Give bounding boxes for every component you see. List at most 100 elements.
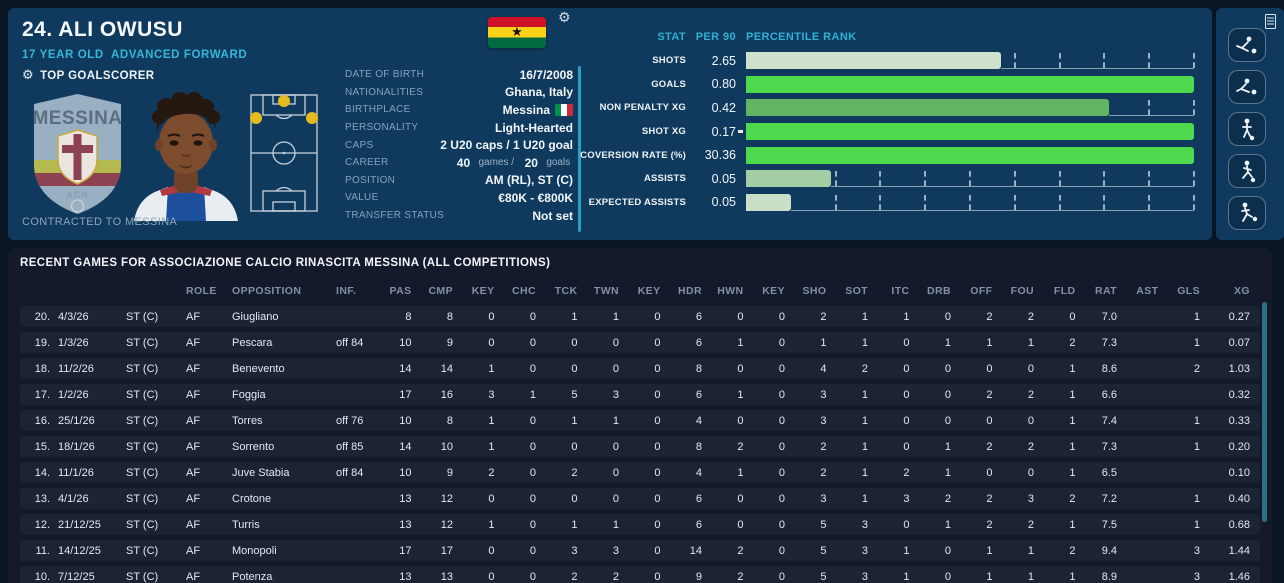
cell: 0 xyxy=(1027,362,1034,375)
column-header-sot[interactable]: SOT xyxy=(845,285,868,297)
cell: ST (C) xyxy=(126,518,159,531)
column-header-opposition[interactable]: OPPOSITION xyxy=(232,285,302,297)
position-dot-amr xyxy=(306,112,318,124)
column-header-hdr[interactable]: HDR xyxy=(678,285,702,297)
column-header-key[interactable]: KEY xyxy=(762,285,785,297)
stats-header-row: STAT PER 90 PERCENTILE RANK xyxy=(580,28,1194,46)
column-header-key[interactable]: KEY xyxy=(471,285,495,297)
cell: 2 xyxy=(986,310,993,323)
table-row[interactable]: 15. 18/1/26 ST (C) AF Sorrento off 85 14 10 1 0 0 0… xyxy=(20,436,1260,457)
cell: 12 xyxy=(440,492,453,505)
cell: 1 xyxy=(861,492,868,505)
column-header-pas[interactable]: PAS xyxy=(389,285,412,297)
cell: 1 xyxy=(1069,440,1076,453)
cell: 0 xyxy=(529,310,536,323)
cell: 11/1/26 xyxy=(58,466,94,479)
cell: 0 xyxy=(529,570,536,583)
percentile-column-header: PERCENTILE RANK xyxy=(746,31,857,43)
cell: 3 xyxy=(861,544,868,557)
stat-per90-value: 0.80 xyxy=(711,77,736,92)
column-header-xg[interactable]: XG xyxy=(1234,285,1250,297)
shooting-icon[interactable] xyxy=(1228,196,1266,230)
detail-row: CAPS 2 U20 caps / 1 U20 goal xyxy=(345,136,573,154)
cell: 2 xyxy=(986,388,993,401)
cell: 0 xyxy=(944,544,951,557)
cell: 3 xyxy=(820,492,827,505)
table-title: RECENT GAMES FOR ASSOCIAZIONE CALCIO RIN… xyxy=(20,257,551,269)
cell: 0 xyxy=(571,336,578,349)
tackle-icon[interactable] xyxy=(1228,70,1266,104)
table-row[interactable]: 19. 1/3/26 ST (C) AF Pescara off 84 10 9 0 0 0 0 0 6 1… xyxy=(20,332,1260,353)
stat-column-header: STAT xyxy=(657,31,686,43)
cell: 15. xyxy=(34,440,50,453)
cell: 3 xyxy=(488,388,495,401)
cell: 1 xyxy=(612,310,619,323)
table-row[interactable]: 18. 11/2/26 ST (C) AF Benevento 14 14 1 0 0 0 0 8 0 0 4… xyxy=(20,358,1260,379)
cell: 1 xyxy=(1193,440,1200,453)
cell: 1 xyxy=(861,440,868,453)
column-header-fld[interactable]: FLD xyxy=(1053,285,1076,297)
detail-label: VALUE xyxy=(345,192,379,204)
cell: 2 xyxy=(986,518,993,531)
report-list-icon[interactable] xyxy=(1265,14,1276,29)
table-row[interactable]: 10. 7/12/25 ST (C) AF Potenza 13 13 0 0 2 2 0 9 2 0 5 3 1… xyxy=(20,566,1260,583)
cell: 0 xyxy=(654,440,661,453)
column-header-chc[interactable]: CHC xyxy=(512,285,536,297)
cell: 2 xyxy=(737,544,744,557)
cell: 13. xyxy=(34,492,50,505)
column-header-key[interactable]: KEY xyxy=(637,285,661,297)
stat-row: GOALS 0.80 xyxy=(580,73,1194,97)
detail-label: POSITION xyxy=(345,174,396,186)
cell: 12. xyxy=(34,518,50,531)
column-header-sho[interactable]: SHO xyxy=(802,285,827,297)
table-row[interactable]: 20. 4/3/26 ST (C) AF Giugliano 8 8 0 0 1 1 0 6 0 0 2 1 1 0… xyxy=(20,306,1260,327)
cell: 4 xyxy=(820,362,827,375)
column-header-fou[interactable]: FOU xyxy=(1010,285,1034,297)
detail-row: VALUE €80K - €800K xyxy=(345,189,573,207)
column-header-itc[interactable]: ITC xyxy=(891,285,910,297)
table-row[interactable]: 12. 21/12/25 ST (C) AF Turris 13 12 1 0 1 1 0 6 0 0 5 3 0… xyxy=(20,514,1260,535)
detail-value: €80K - €800K xyxy=(498,190,573,205)
cell: 0 xyxy=(778,570,785,583)
table-row[interactable]: 17. 1/2/26 ST (C) AF Foggia 17 16 3 1 5 3 0 6 1 0 3 1 0 0 2… xyxy=(20,384,1260,405)
cell: 0 xyxy=(654,414,661,427)
column-header-drb[interactable]: DRB xyxy=(927,285,951,297)
column-header-role[interactable]: ROLE xyxy=(186,285,217,297)
column-header-off[interactable]: OFF xyxy=(970,285,993,297)
sliding-tackle-icon[interactable] xyxy=(1228,28,1266,62)
cell: 1 xyxy=(571,518,578,531)
stat-per90-value: 2.65 xyxy=(711,53,736,68)
column-header-ast[interactable]: AST xyxy=(1136,285,1159,297)
column-header-rat[interactable]: RAT xyxy=(1094,285,1117,297)
cell: 0 xyxy=(529,466,536,479)
detail-value: Ghana, Italy xyxy=(504,85,573,100)
cell: 0 xyxy=(529,492,536,505)
table-row[interactable]: 11. 14/12/25 ST (C) AF Monopoli 17 17 0 0 3 3 0 14 2 0… xyxy=(20,540,1260,561)
column-header-cmp[interactable]: CMP xyxy=(428,285,453,297)
cell: 0 xyxy=(612,336,619,349)
table-row[interactable]: 14. 11/1/26 ST (C) AF Juve Stabia off 84 10 9 2 0… xyxy=(20,462,1260,483)
table-scrollbar[interactable] xyxy=(1262,302,1267,522)
detail-row: TRANSFER STATUS Not set xyxy=(345,207,573,225)
cell: 0 xyxy=(944,388,951,401)
cell: 5 xyxy=(820,518,827,531)
cell: 9 xyxy=(446,466,453,479)
cell: 1 xyxy=(1193,518,1200,531)
percentile-bar xyxy=(738,123,1194,141)
column-header-gls[interactable]: GLS xyxy=(1177,285,1200,297)
gear-icon[interactable]: ⚙ xyxy=(558,10,571,26)
cell: 8.6 xyxy=(1101,362,1117,375)
cell: 2 xyxy=(1027,440,1034,453)
column-header-inf[interactable]: INF. xyxy=(336,285,357,297)
cell: ST (C) xyxy=(126,336,159,349)
dribbling-icon[interactable] xyxy=(1228,112,1266,146)
table-header-row: ROLE OPPOSITION INF. PAS CMP KEY CHC TCK TWN KEY H… xyxy=(20,282,1260,300)
table-row[interactable]: 13. 4/1/26 ST (C) AF Crotone 13 12 0 0 0 0 0 6 0 0 3 1 3 2… xyxy=(20,488,1260,509)
running-icon[interactable] xyxy=(1228,154,1266,188)
table-row[interactable]: 16. 25/1/26 ST (C) AF Torres off 76 10 8 1 0 1 1 0 4 0… xyxy=(20,410,1260,431)
column-header-twn[interactable]: TWN xyxy=(593,285,619,297)
column-header-hwn[interactable]: HWN xyxy=(717,285,744,297)
column-header-tck[interactable]: TCK xyxy=(554,285,578,297)
top-goalscorer-badge-icon: ⚙ xyxy=(22,68,35,83)
cell: 1 xyxy=(1027,570,1034,583)
